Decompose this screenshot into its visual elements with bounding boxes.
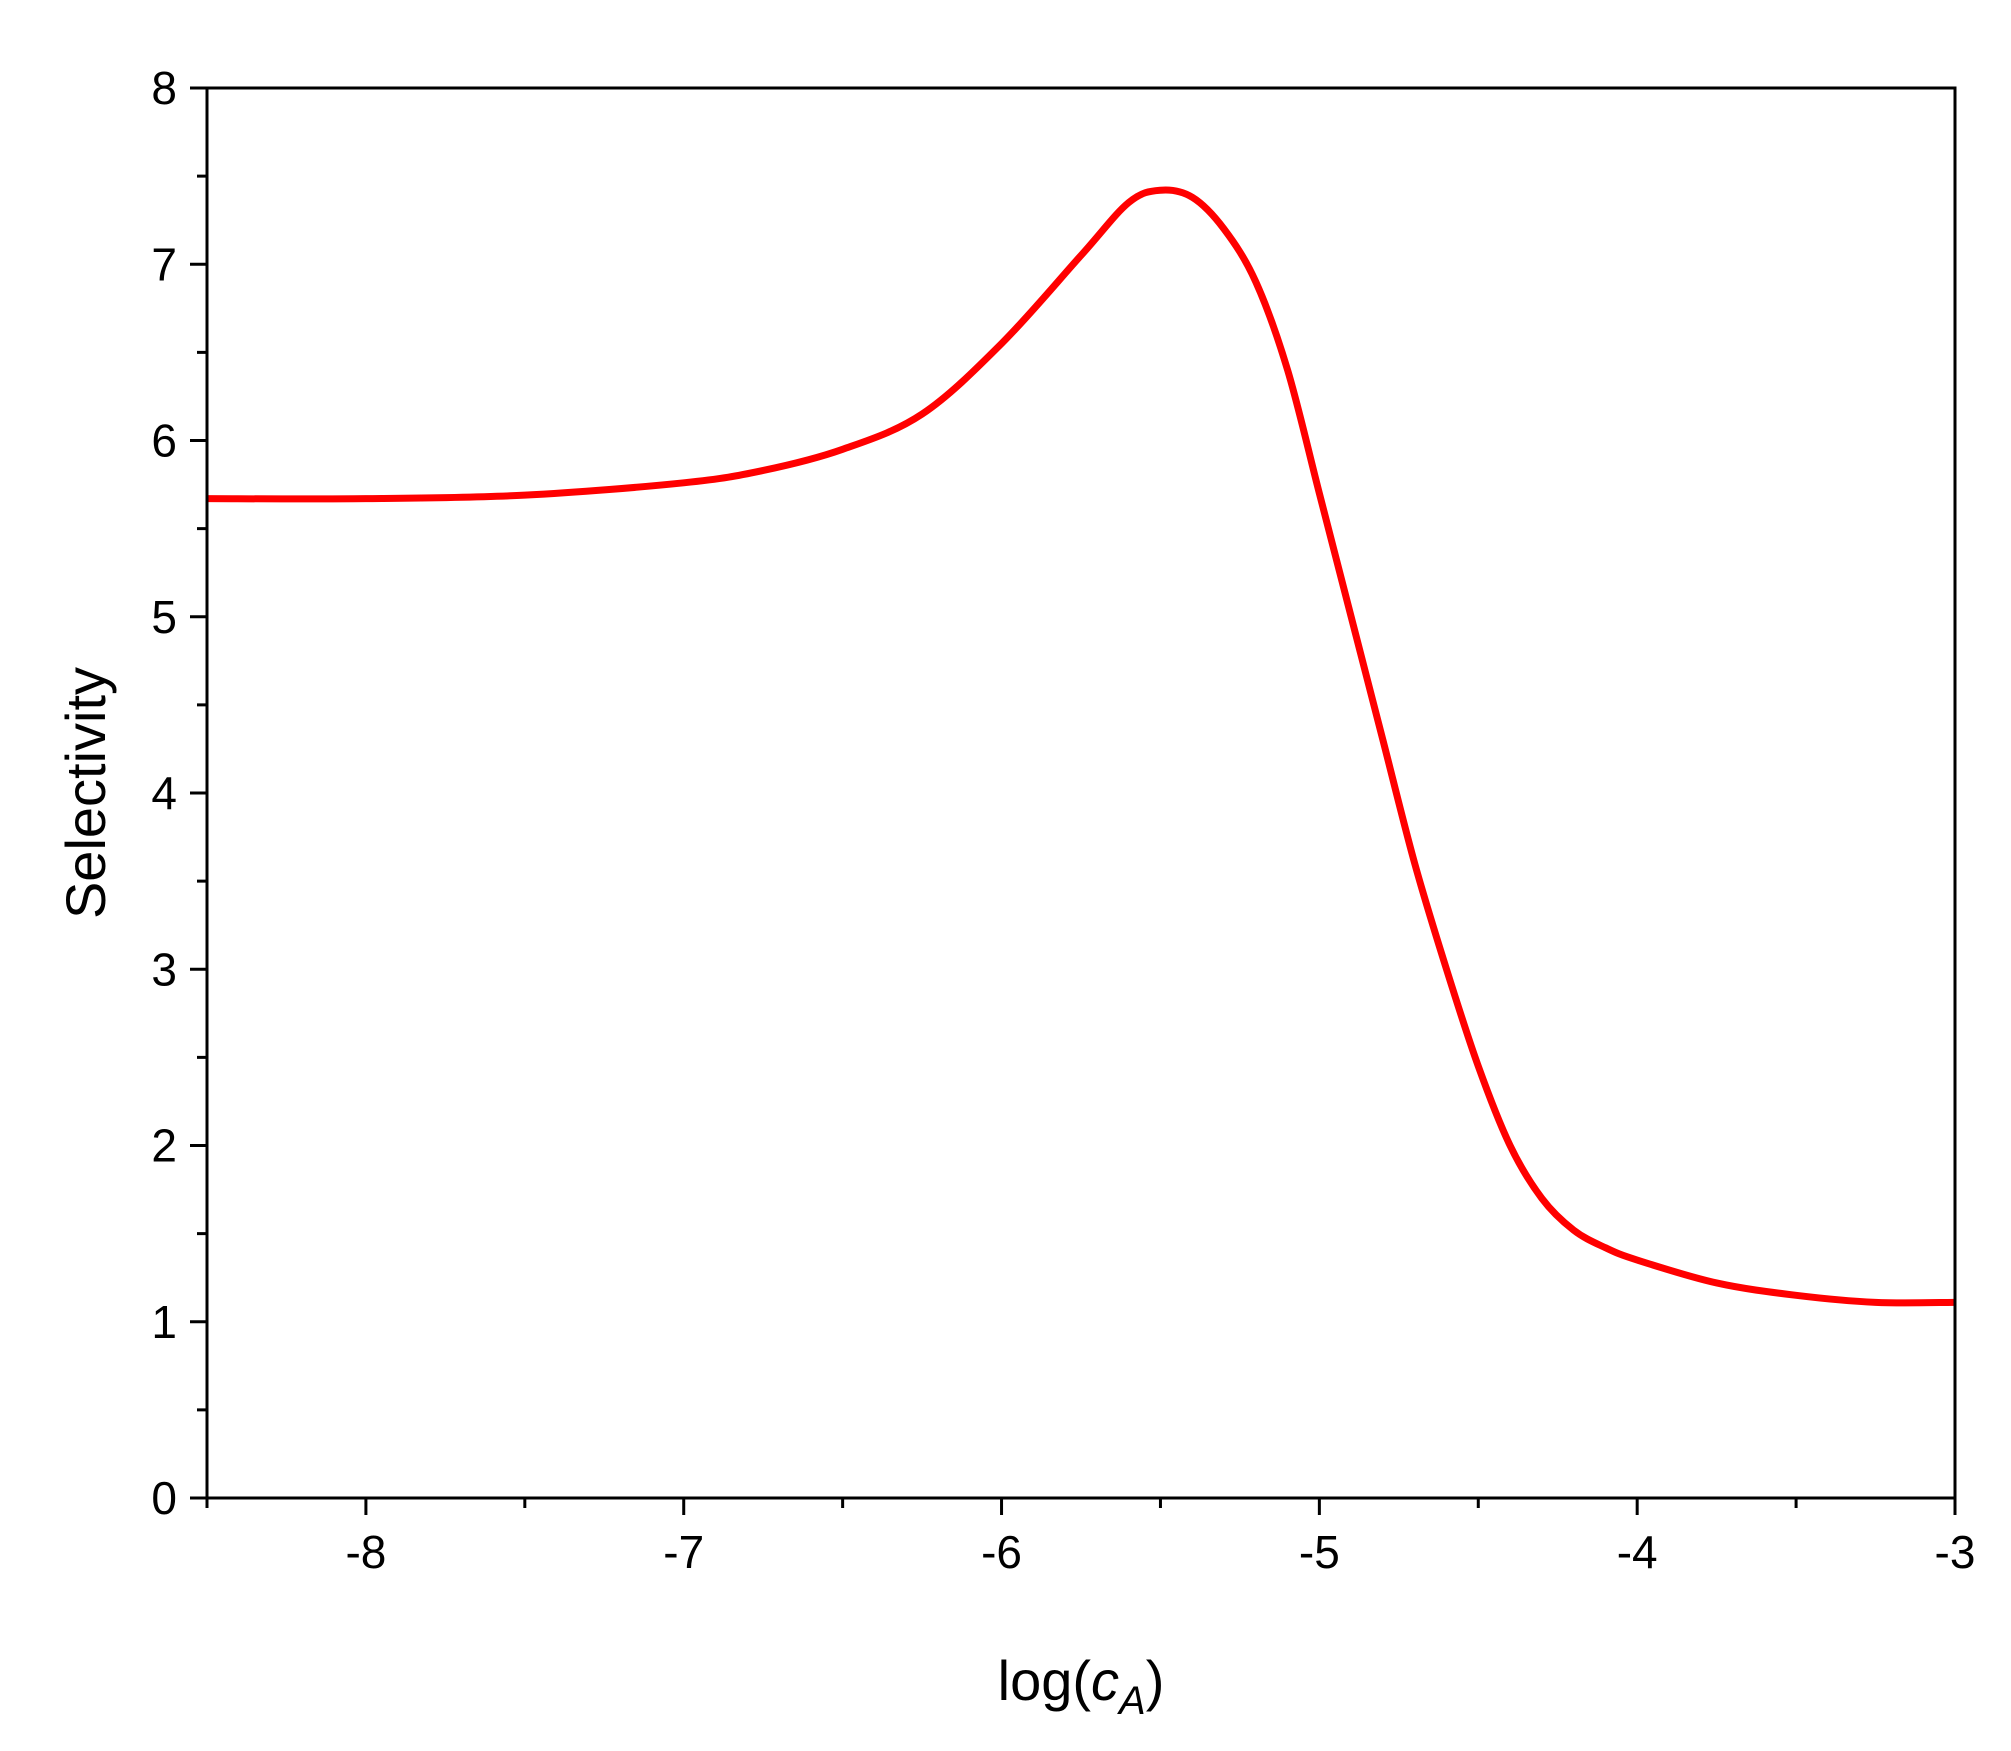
y-tick-label: 1 [151,1296,177,1348]
y-tick-label: 3 [151,943,177,995]
x-tick-label: -8 [345,1526,386,1578]
y-tick-label: 2 [151,1120,177,1172]
x-label-part: ) [1146,1649,1165,1712]
y-tick-label: 8 [151,62,177,114]
data-line [206,186,1956,1307]
plot-frame [205,86,1957,1500]
x-axis-label: log(cA) [998,1649,1165,1723]
y-tick-label: 7 [151,238,177,290]
y-tick-label: 4 [151,767,177,819]
x-label-part: log( [998,1649,1092,1712]
y-axis-label: Selectivity [54,667,117,919]
y-tick-label: 5 [151,591,177,643]
x-tick-label: -5 [1299,1526,1340,1578]
x-tick-label: -3 [1935,1526,1976,1578]
x-tick-label: -4 [1617,1526,1658,1578]
y-tick-label: 0 [151,1472,177,1524]
x-label-sub: A [1117,1679,1146,1723]
y-tick-label: 6 [151,415,177,467]
x-tick-label: -7 [663,1526,704,1578]
x-label-var: c [1091,1649,1119,1712]
x-tick-label: -6 [981,1526,1022,1578]
